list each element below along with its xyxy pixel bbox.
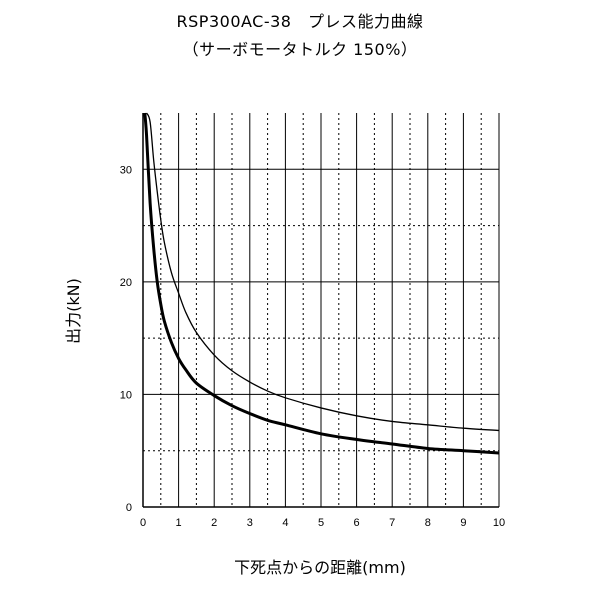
y-tick-label: 30 (120, 164, 132, 176)
x-tick-label: 9 (460, 517, 466, 529)
y-tick-label: 0 (126, 502, 132, 514)
y-axis-label: 出力(kN) (64, 278, 83, 344)
x-tick-label: 4 (282, 517, 288, 529)
x-tick-label: 1 (176, 517, 182, 529)
y-tick-label: 10 (120, 389, 132, 401)
chart-title: RSP300AC-38 プレス能力曲線 (176, 12, 424, 31)
x-tick-label: 7 (389, 517, 395, 529)
x-tick-label: 0 (140, 517, 146, 529)
x-tick-label: 8 (425, 517, 431, 529)
y-tick-label: 20 (120, 277, 132, 289)
x-tick-label: 2 (211, 517, 217, 529)
series-line-thin-curve (145, 112, 500, 432)
chart-subtitle: （サーボモータトルク 150%） (182, 40, 418, 59)
x-tick-label: 10 (493, 517, 505, 529)
x-axis-label: 下死点からの距離(mm) (234, 558, 406, 577)
x-tick-label: 5 (318, 517, 324, 529)
series-line-thick-curve (143, 112, 500, 455)
x-tick-label: 3 (247, 517, 253, 529)
x-tick-label: 6 (354, 517, 360, 529)
